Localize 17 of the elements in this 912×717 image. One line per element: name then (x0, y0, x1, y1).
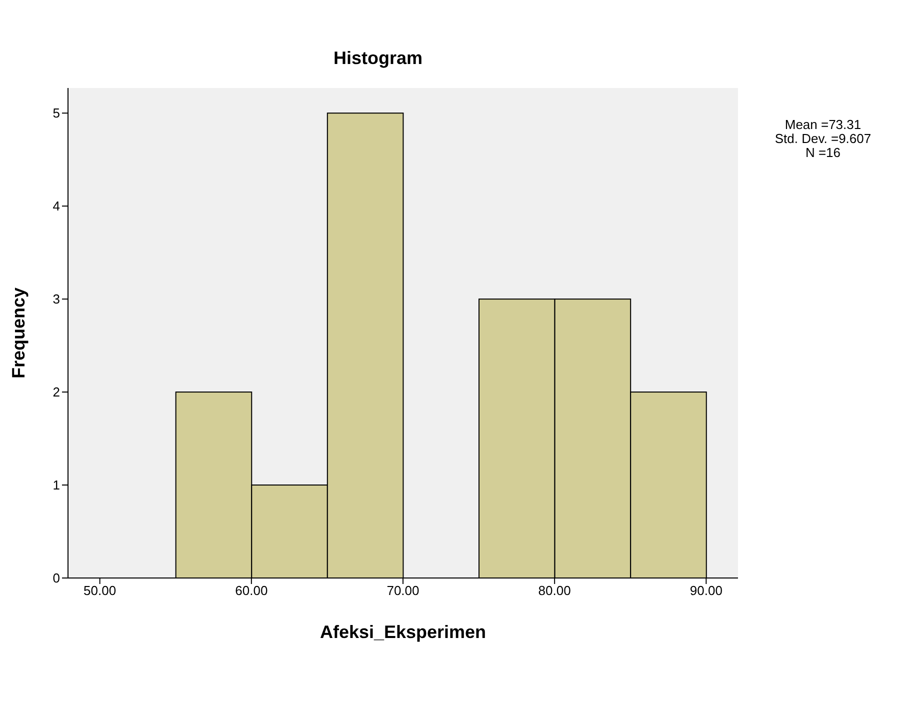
chart-title: Histogram (332, 48, 424, 69)
x-tick-label: 90.00 (690, 583, 722, 598)
y-tick-label: 0 (52, 570, 60, 586)
x-tick-label: 50.00 (84, 583, 116, 598)
x-axis-title: Afeksi_Eksperimen (320, 622, 486, 642)
x-tick-label: 70.00 (386, 583, 420, 598)
text: Mean =73.31 (784, 117, 862, 132)
y-tick-label: 3 (52, 292, 60, 307)
text: Std. Dev. =9.607 (774, 131, 872, 146)
y-tick-label: 2 (52, 384, 60, 400)
text: N =16 (804, 145, 842, 160)
y-tick-label: 5 (52, 106, 60, 121)
x-tick-label: 80.00 (538, 583, 571, 598)
y-tick-label: 4 (52, 198, 60, 214)
y-axis-title: Frequency (8, 287, 28, 379)
x-tick-label: 60.00 (235, 583, 268, 598)
y-tick-label: 1 (52, 478, 60, 493)
